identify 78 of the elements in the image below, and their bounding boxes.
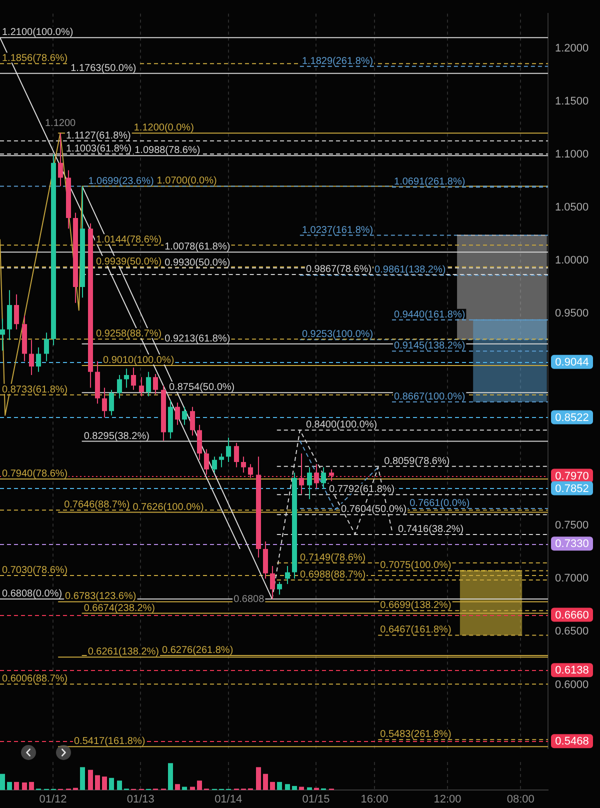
- x-tick-label: 01/15: [302, 794, 330, 806]
- y-tick-label: 0.7500: [555, 520, 589, 532]
- ref-line-label: 0.7330: [555, 538, 589, 550]
- series-label: 0.6467(161.8%): [380, 624, 452, 636]
- series-label: 0.9253(100.0%): [302, 329, 374, 340]
- series-label: 0.7646(88.7%): [64, 500, 130, 511]
- series-label: 0.7075(100.0%): [380, 560, 452, 572]
- y-tick-label: 1.0000: [555, 254, 589, 266]
- annotation: 1.1200: [44, 118, 76, 130]
- series-label: 0.7792(61.8%): [329, 484, 395, 496]
- series-label: 0.8667(100.0%): [394, 391, 466, 402]
- series-label: 0.7030(78.6%): [2, 564, 68, 576]
- series-label: 0.5417(161.8%): [74, 736, 146, 748]
- y-tick-label: 1.1500: [555, 95, 589, 108]
- series-label: 1.0988(78.6%): [134, 145, 200, 156]
- y-tick-label: 1.1000: [555, 148, 589, 160]
- series-label: 0.6674(238.2%): [84, 602, 156, 614]
- series-label: 1.0078(61.8%): [164, 242, 230, 253]
- series-label: 0.7604(50.0%): [341, 504, 407, 516]
- series-label: 1.0237(161.8%): [302, 224, 374, 236]
- series-label: 0.5483(261.8%): [380, 729, 452, 740]
- y-tick-label: 0.7000: [555, 572, 589, 585]
- series-label: 0.8754(50.0%): [169, 382, 235, 394]
- series-label: 1.0700(0.0%): [156, 176, 217, 187]
- ref-line-label: 0.6138: [555, 664, 589, 677]
- y-tick-label: 0.6500: [555, 626, 589, 638]
- x-tick-label: 12:00: [434, 794, 462, 806]
- series-label: 1.0144(78.6%): [96, 234, 162, 246]
- series-label: 1.0699(23.6%): [88, 176, 154, 187]
- series-label: 0.9010(100.0%): [103, 354, 174, 366]
- y-tick-label: 1.0500: [555, 201, 589, 214]
- series-label: 0.9145(138.2%): [394, 340, 466, 352]
- series-label: 0.9440(161.8%): [394, 309, 466, 320]
- annotation: 0.6808: [234, 594, 265, 606]
- series-label: 0.9939(50.0%): [96, 256, 162, 268]
- ref-line-label: 0.9044: [555, 356, 589, 368]
- series-label: 0.9213(61.8%): [164, 333, 230, 344]
- series-label: 0.9258(88.7%): [96, 328, 162, 340]
- series-label: 0.7149(78.6%): [300, 552, 366, 564]
- series-label: 0.9861(138.2%): [374, 264, 446, 276]
- x-tick-label: 01/13: [126, 794, 154, 806]
- series-label: 0.6808(0.0%): [2, 588, 62, 600]
- y-tick-label: 1.2000: [555, 42, 589, 54]
- series-label: 1.1127(61.8%): [66, 130, 131, 142]
- series-label: 0.8733(61.8%): [2, 384, 68, 396]
- series-label: 1.1829(261.8%): [302, 56, 374, 67]
- ref-line-label: 0.6660: [555, 609, 589, 622]
- series-label: 0.6006(88.7%): [2, 674, 68, 685]
- x-tick-label: 01/14: [214, 794, 242, 806]
- ref-line-label: 0.7970: [555, 470, 589, 482]
- ref-line-label: 0.7852: [555, 482, 589, 495]
- series-label: 0.7661(0.0%): [410, 498, 470, 510]
- x-tick-label: 08:00: [506, 794, 534, 806]
- ref-line-label: 0.8522: [555, 412, 589, 424]
- series-label: 1.1763(50.0%): [70, 62, 136, 74]
- series-label: 1.1200(0.0%): [134, 122, 194, 134]
- ref-line-label: 0.5468: [555, 736, 589, 748]
- series-label: 0.8059(78.6%): [384, 456, 450, 467]
- series-label: 0.9867(78.6%): [306, 264, 372, 276]
- x-tick-label: 01/12: [39, 794, 67, 806]
- y-tick-label: 0.6000: [555, 678, 589, 691]
- series-label: 0.6699(138.2%): [380, 600, 452, 612]
- series-label: 0.7416(38.2%): [398, 524, 464, 536]
- series-label: 0.7626(100.0%): [132, 502, 204, 513]
- series-label: 0.6261(138.2%): [88, 646, 160, 658]
- series-label: 1.0691(261.8%): [394, 176, 466, 188]
- series-label: 0.9930(50.0%): [164, 257, 230, 268]
- series-label: 0.8295(38.2%): [84, 430, 150, 442]
- series-label: 0.6276(261.8%): [162, 644, 234, 656]
- y-tick-label: 0.9500: [555, 308, 589, 320]
- series-label: 0.8400(100.0%): [306, 420, 378, 431]
- series-label: 1.1856(78.6%): [2, 53, 68, 64]
- x-tick-label: 16:00: [360, 794, 388, 806]
- series-label: 0.6988(88.7%): [300, 569, 366, 580]
- series-label: 0.7940(78.6%): [2, 468, 68, 480]
- series-label: 1.2100(100.0%): [2, 27, 74, 38]
- series-label: 1.1003(61.8%): [66, 144, 132, 155]
- series-label: 0.6783(123.6%): [65, 591, 136, 602]
